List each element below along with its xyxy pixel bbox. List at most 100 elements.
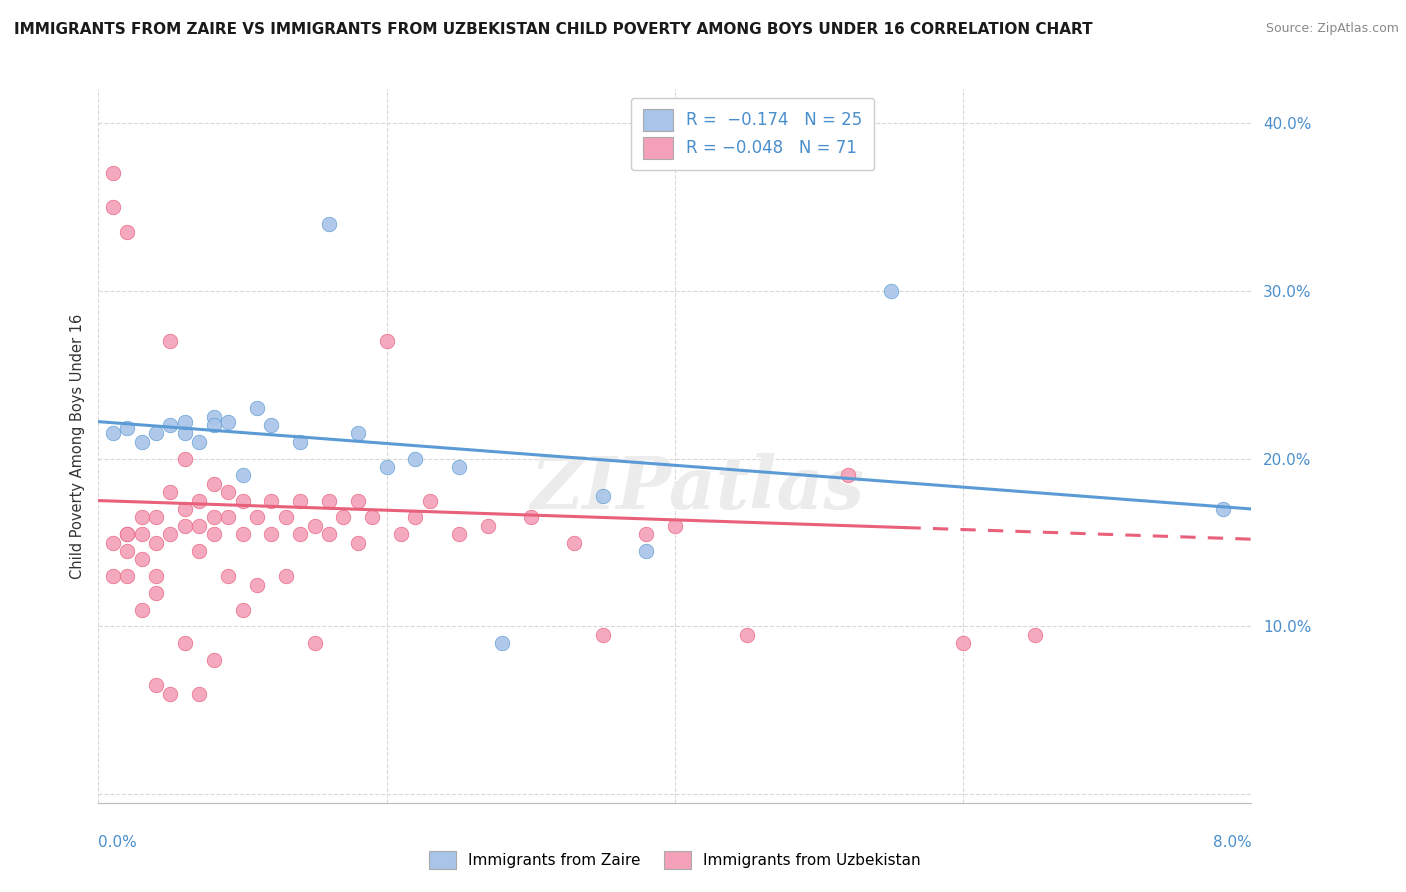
Point: [131, 552, 153, 566]
Point: [159, 417, 181, 432]
Text: 0.0%: 0.0%: [98, 836, 138, 850]
Point: [217, 569, 239, 583]
Text: ZIPatlas: ZIPatlas: [531, 453, 865, 524]
Point: [246, 577, 269, 591]
Point: [145, 586, 167, 600]
Point: [519, 510, 541, 524]
Point: [159, 485, 181, 500]
Point: [145, 569, 167, 583]
Point: [188, 518, 211, 533]
Point: [419, 493, 441, 508]
Point: [101, 569, 124, 583]
Point: [318, 217, 340, 231]
Text: IMMIGRANTS FROM ZAIRE VS IMMIGRANTS FROM UZBEKISTAN CHILD POVERTY AMONG BOYS UND: IMMIGRANTS FROM ZAIRE VS IMMIGRANTS FROM…: [14, 22, 1092, 37]
Point: [346, 493, 368, 508]
Point: [375, 460, 398, 475]
Point: [202, 510, 225, 524]
Point: [332, 510, 354, 524]
Point: [117, 544, 138, 558]
Point: [188, 434, 211, 449]
Point: [1024, 628, 1046, 642]
Point: [174, 636, 197, 650]
Legend: R =  −0.174   N = 25, R = −0.048   N = 71: R = −0.174 N = 25, R = −0.048 N = 71: [631, 97, 875, 170]
Point: [405, 451, 427, 466]
Text: Source: ZipAtlas.com: Source: ZipAtlas.com: [1265, 22, 1399, 36]
Point: [405, 510, 427, 524]
Point: [837, 468, 859, 483]
Point: [274, 510, 297, 524]
Point: [274, 569, 297, 583]
Point: [159, 687, 181, 701]
Point: [217, 415, 239, 429]
Point: [290, 527, 312, 541]
Point: [174, 502, 197, 516]
Point: [260, 493, 283, 508]
Point: [117, 527, 138, 541]
Point: [101, 166, 124, 180]
Point: [101, 426, 124, 441]
Point: [231, 603, 254, 617]
Point: [447, 527, 470, 541]
Point: [246, 510, 269, 524]
Point: [231, 468, 254, 483]
Point: [174, 426, 197, 441]
Point: [592, 489, 614, 503]
Point: [202, 476, 225, 491]
Point: [188, 493, 211, 508]
Point: [131, 603, 153, 617]
Point: [346, 535, 368, 549]
Point: [304, 518, 326, 533]
Point: [447, 460, 470, 475]
Point: [304, 636, 326, 650]
Point: [318, 493, 340, 508]
Point: [217, 485, 239, 500]
Point: [318, 527, 340, 541]
Point: [117, 569, 138, 583]
Point: [101, 535, 124, 549]
Point: [477, 518, 499, 533]
Point: [117, 421, 138, 435]
Point: [101, 200, 124, 214]
Point: [1211, 502, 1234, 516]
Point: [636, 544, 658, 558]
Point: [131, 434, 153, 449]
Y-axis label: Child Poverty Among Boys Under 16: Child Poverty Among Boys Under 16: [69, 313, 84, 579]
Point: [188, 687, 211, 701]
Point: [117, 527, 138, 541]
Point: [145, 678, 167, 692]
Point: [664, 518, 686, 533]
Point: [174, 451, 197, 466]
Point: [131, 510, 153, 524]
Point: [260, 527, 283, 541]
Point: [159, 527, 181, 541]
Point: [361, 510, 384, 524]
Point: [202, 527, 225, 541]
Point: [217, 510, 239, 524]
Point: [202, 653, 225, 667]
Point: [131, 527, 153, 541]
Point: [159, 334, 181, 348]
Point: [174, 415, 197, 429]
Point: [636, 527, 658, 541]
Point: [117, 225, 138, 239]
Point: [389, 527, 412, 541]
Point: [145, 510, 167, 524]
Point: [290, 493, 312, 508]
Point: [246, 401, 269, 416]
Point: [562, 535, 585, 549]
Point: [260, 417, 283, 432]
Point: [231, 527, 254, 541]
Point: [952, 636, 974, 650]
Point: [592, 628, 614, 642]
Point: [145, 535, 167, 549]
Point: [735, 628, 758, 642]
Point: [145, 426, 167, 441]
Point: [231, 493, 254, 508]
Point: [346, 426, 368, 441]
Point: [188, 544, 211, 558]
Point: [375, 334, 398, 348]
Point: [174, 518, 197, 533]
Legend: Immigrants from Zaire, Immigrants from Uzbekistan: Immigrants from Zaire, Immigrants from U…: [423, 845, 927, 875]
Point: [202, 417, 225, 432]
Point: [491, 636, 513, 650]
